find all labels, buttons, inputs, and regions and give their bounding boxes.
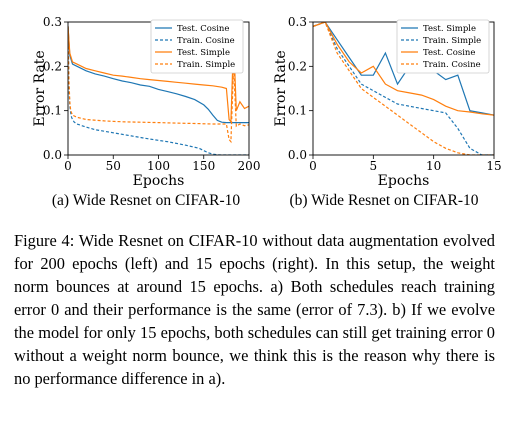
figure-caption: Figure 4: Wide Resnet on CIFAR-10 withou… (14, 231, 495, 388)
legend-entry: Train. Cosine (423, 60, 481, 70)
chart-panel-b: 0 5 10 15 0.0 0.1 0.2 0.3 Epochs Error Rate Test. … (273, 15, 502, 189)
x-tick-label: 0 (64, 159, 72, 173)
chart-panel-a: 0 50 100 150 200 0.0 0.1 0.2 0.3 Epochs Error Rate… (32, 15, 260, 189)
y-tick-label: 0.0 (288, 148, 307, 162)
y-tick-label: 0.3 (288, 15, 307, 29)
legend-entry: Test. Cosine (177, 24, 229, 34)
legend-box (396, 19, 490, 74)
subcaption-a: (a) Wide Resnet on CIFAR-10 (52, 192, 240, 209)
x-tick-label: 200 (238, 159, 261, 173)
legend-entry: Test. Cosine (423, 48, 475, 58)
legend-entry: Train. Simple (423, 36, 481, 46)
legend-entry: Train. Cosine (177, 36, 235, 46)
y-tick-label: 0.3 (43, 15, 62, 29)
series-line-3 (313, 22, 494, 155)
subcaption-b: (b) Wide Resnet on CIFAR-10 (289, 192, 478, 209)
y-axis-label: Error Rate (32, 50, 48, 126)
legend: Test. Cosine Train. Cosine Test. Simple Tra… (150, 19, 244, 74)
y-tick-label: 0.1 (288, 104, 307, 118)
x-axis-label: Epochs (133, 173, 185, 189)
y-tick-label: 0.0 (43, 148, 62, 162)
y-tick-label: 0.2 (43, 59, 62, 73)
legend-entry: Test. Simple (423, 24, 476, 34)
series-line-3 (68, 26, 249, 144)
x-tick-label: 100 (147, 159, 170, 173)
series-line-0 (68, 26, 249, 124)
legend: Test. Simple Train. Simple Test. Cosine Tra… (396, 19, 490, 74)
series-line-1 (313, 22, 494, 155)
x-tick-label: 15 (486, 159, 501, 173)
x-tick-label: 50 (106, 159, 121, 173)
x-axis-label: Epochs (378, 173, 430, 189)
y-axis-label: Error Rate (273, 50, 289, 126)
x-tick-label: 10 (426, 159, 441, 173)
legend-entry: Test. Simple (177, 48, 230, 58)
y-tick-label: 0.1 (43, 104, 62, 118)
y-tick-label: 0.2 (288, 59, 307, 73)
legend-entry: Train. Simple (177, 60, 235, 70)
series-line-2 (313, 22, 494, 116)
series-line-2 (68, 26, 249, 124)
legend-box (150, 19, 244, 74)
series-line-0 (313, 22, 494, 116)
series-line-1 (68, 26, 249, 155)
x-tick-label: 5 (370, 159, 378, 173)
x-tick-label: 0 (309, 159, 317, 173)
x-tick-label: 150 (192, 159, 215, 173)
